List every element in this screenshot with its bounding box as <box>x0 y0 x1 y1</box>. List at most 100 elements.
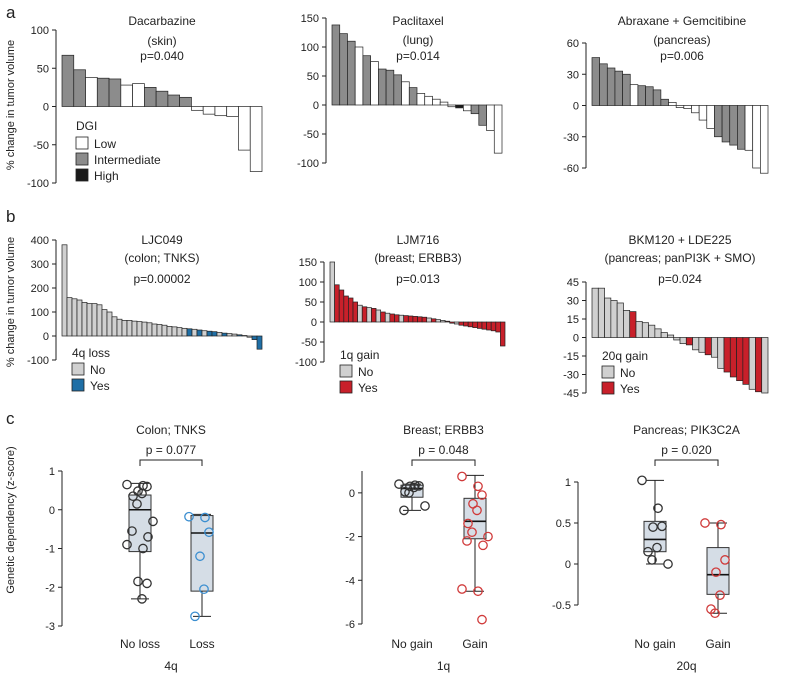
x-category-label: No loss <box>120 637 160 651</box>
y-tick-label: -50 <box>33 140 49 152</box>
data-point <box>405 481 415 492</box>
bar <box>652 89 662 106</box>
chart-b3: -45 -30 -15 0 15 30 45 BKM120 + LDE225 (pancreas… <box>563 233 769 400</box>
data-point <box>137 488 147 499</box>
bar <box>591 57 601 106</box>
y-tick-label: 1 <box>49 466 55 478</box>
bar <box>591 287 599 338</box>
y-tick-label: 0.5 <box>556 518 571 530</box>
y-tick-label: 0 <box>573 101 579 113</box>
bar <box>742 337 750 385</box>
bar <box>85 77 98 107</box>
bar <box>629 311 637 338</box>
bar <box>667 334 675 338</box>
data-point <box>715 590 725 601</box>
bar <box>238 106 251 151</box>
legend-label-no: No <box>358 365 374 379</box>
bar <box>444 320 451 323</box>
bar <box>167 94 180 107</box>
y-tick-label: 50 <box>305 297 317 309</box>
bar <box>343 295 349 323</box>
y-tick-label: -50 <box>303 129 319 141</box>
data-point <box>710 608 720 619</box>
bar <box>604 297 612 338</box>
data-point <box>643 546 653 557</box>
bar <box>216 332 223 337</box>
bar <box>221 332 228 337</box>
bar <box>334 284 340 323</box>
chart-subtitle: (colon; TNKS) <box>124 251 199 265</box>
bar <box>73 69 86 107</box>
y-tick-label: 50 <box>37 63 49 75</box>
data-point <box>128 491 138 502</box>
data-point <box>400 486 410 497</box>
bar <box>723 337 731 373</box>
legend-label-low: Low <box>94 137 116 151</box>
bar <box>463 321 469 327</box>
data-point <box>142 578 152 589</box>
p-value: p = 0.020 <box>661 443 712 457</box>
data-point <box>122 479 132 490</box>
y-tick-label: 50 <box>307 71 319 83</box>
legend-swatch-yes <box>339 380 353 394</box>
chart-b1: -100 0 100 200 300 400 LJC049 (colon; TNKS) p=0.… <box>27 233 263 393</box>
y-tick-label: -15 <box>563 351 579 363</box>
data-point <box>409 482 419 493</box>
legend-label-no: No <box>90 363 106 377</box>
chart-b2: -100 -50 0 50 100 150 LJM716 (breast; ERBB3) p=0… <box>295 233 506 395</box>
bar <box>120 84 133 107</box>
legend-swatch-yes <box>71 378 85 392</box>
bar <box>181 327 188 337</box>
data-point <box>462 536 472 546</box>
panel-label-a: a <box>6 3 16 22</box>
bar <box>453 321 460 325</box>
bar <box>384 312 391 323</box>
bar <box>226 106 239 117</box>
bar <box>71 298 78 337</box>
p-value: p=0.00002 <box>133 272 190 286</box>
legend-swatch-low <box>75 136 89 150</box>
data-point <box>133 576 143 587</box>
bar <box>455 104 464 109</box>
bar <box>370 61 379 106</box>
bar <box>486 321 492 331</box>
bar <box>472 321 478 328</box>
y-tick-label: -4 <box>345 575 355 587</box>
data-point <box>184 511 194 522</box>
data-point <box>204 527 214 538</box>
bar <box>416 93 426 106</box>
bar <box>711 337 719 358</box>
y-tick-label: 30 <box>567 296 579 308</box>
data-point <box>457 584 467 594</box>
bar <box>623 310 631 338</box>
svg-text:% change in tumor volume: % change in tumor volume <box>5 40 17 170</box>
y-tick-label: 0 <box>311 317 317 329</box>
y-tick-label: -6 <box>345 619 355 631</box>
y-tick-label: 60 <box>567 38 579 50</box>
bar <box>599 63 608 106</box>
bar <box>622 73 631 106</box>
data-point <box>472 505 482 516</box>
y-tick-label: -2 <box>345 532 355 544</box>
legend-title: 4q loss <box>72 346 110 360</box>
p-value: p = 0.048 <box>418 443 469 457</box>
y-tick-label: 400 <box>31 235 49 247</box>
y-tick-label: -30 <box>563 132 579 144</box>
bar <box>256 335 263 350</box>
bar <box>606 67 616 106</box>
bar <box>430 318 437 323</box>
chart-title: Pancreas; PIK3C2A <box>633 423 740 437</box>
y-tick-label: 0 <box>349 488 355 500</box>
bar <box>648 324 656 338</box>
bar <box>654 328 662 338</box>
bar <box>81 302 88 337</box>
panel-label-b: b <box>6 207 15 226</box>
bar <box>144 87 157 107</box>
chart-title: Abraxane + Gemcitibine <box>618 14 747 28</box>
x-category-label: No gain <box>634 637 675 651</box>
legend-swatch-no <box>339 364 353 378</box>
bar <box>721 105 731 143</box>
x-axis-label: 20q <box>676 659 696 673</box>
data-point <box>137 594 147 604</box>
data-point <box>663 559 673 569</box>
